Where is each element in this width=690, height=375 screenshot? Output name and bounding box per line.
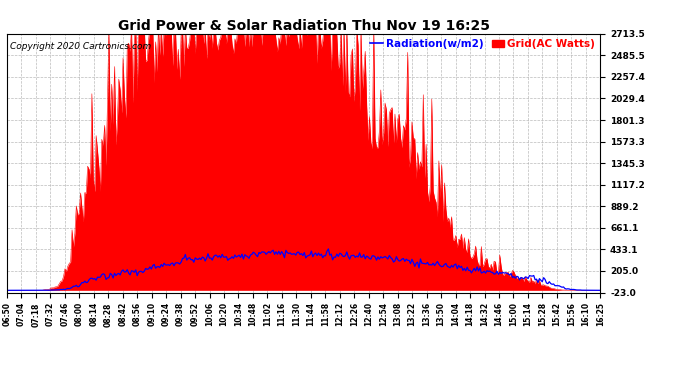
Text: Copyright 2020 Cartronics.com: Copyright 2020 Cartronics.com: [10, 42, 151, 51]
Title: Grid Power & Solar Radiation Thu Nov 19 16:25: Grid Power & Solar Radiation Thu Nov 19 …: [117, 19, 490, 33]
Legend: Radiation(w/m2), Grid(AC Watts): Radiation(w/m2), Grid(AC Watts): [370, 39, 595, 49]
